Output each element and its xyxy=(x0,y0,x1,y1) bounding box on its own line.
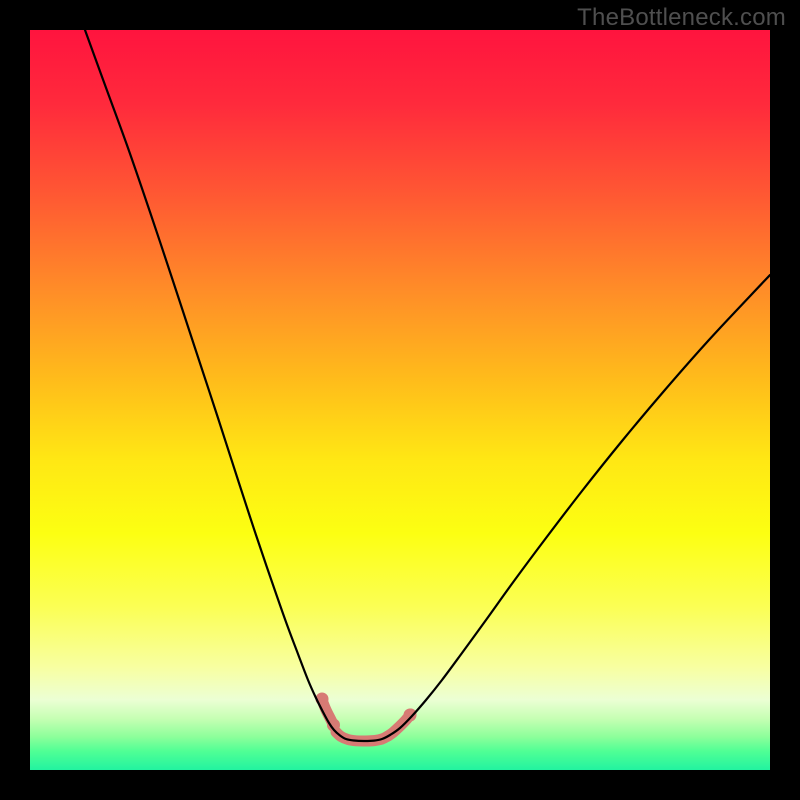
curve-svg xyxy=(30,30,770,770)
marker-strip-group xyxy=(316,693,417,742)
watermark-text: TheBottleneck.com xyxy=(577,4,786,32)
plot-area xyxy=(30,30,770,770)
bottleneck-curve xyxy=(85,30,770,741)
